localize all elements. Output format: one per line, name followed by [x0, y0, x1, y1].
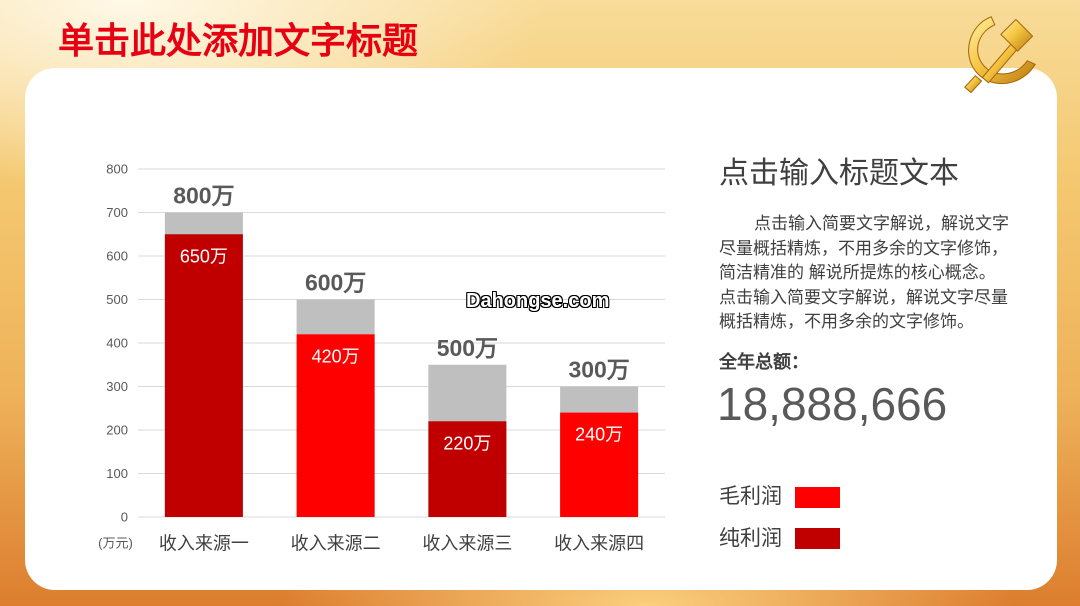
category-label: 收入来源四 [554, 534, 644, 554]
y-tick-label: 0 [121, 510, 128, 525]
y-tick-label: 700 [106, 205, 128, 220]
bar-series-1 [164, 234, 243, 517]
y-tick-label: 100 [106, 466, 128, 481]
y-unit-label: (万元) [98, 536, 133, 551]
paragraph-line: 点击输入简要文字解说，解说文字尽量 [719, 287, 1008, 307]
bar-chart: (万元) 0 100 200 300 400 500 600 700 800 800万 600万 50… [98, 162, 665, 554]
bar-value-label: 220万 [443, 433, 491, 453]
x-axis-labels: 收入来源一 收入来源二 收入来源三 收入来源四 [159, 534, 644, 554]
legend-swatch-gross-profit [795, 487, 840, 508]
bar-series-1 [428, 421, 507, 517]
paragraph-line: 简洁精准的 解说所提炼的核心概念。 [719, 263, 996, 282]
paragraph-line: 概括精炼，不用多余的文字修饰。 [719, 312, 974, 331]
legend-label-net-profit: 纯利润 [719, 527, 782, 550]
bars [164, 212, 639, 517]
annual-total-label: 全年总额： [719, 352, 809, 372]
bar-value-label: 240万 [575, 425, 623, 445]
hammer-and-sickle-icon [954, 8, 1046, 96]
category-label: 收入来源三 [422, 534, 512, 554]
emblem-graphic [964, 16, 1036, 94]
annual-total-value: 18,888,666 [717, 378, 948, 430]
bar-value-label: 650万 [180, 246, 228, 266]
panel-paragraph: 点击输入简要文字解说，解说文字 尽量概括精炼，不用多余的文字修饰， 简洁精准的 … [719, 212, 1019, 335]
paragraph-line: 尽量概括精炼，不用多余的文字修饰， [719, 238, 1008, 258]
bar-total-label: 500万 [437, 335, 498, 361]
bar-value-label: 420万 [312, 346, 360, 366]
y-tick-label: 300 [106, 379, 128, 394]
y-tick-label: 400 [106, 336, 128, 351]
bar-total-label: 600万 [305, 270, 366, 296]
y-tick-label: 200 [106, 423, 128, 438]
bar-total-label: 300万 [568, 357, 629, 383]
y-tick-label: 600 [106, 249, 128, 264]
bar-total-label: 800万 [173, 183, 234, 209]
y-tick-label: 500 [106, 292, 128, 307]
data-labels: 800万 600万 500万 300万 420万 240万 650万 220万 [173, 183, 630, 454]
category-label: 收入来源二 [291, 534, 381, 554]
y-tick-label: 800 [106, 162, 128, 177]
legend-swatch-net-profit [795, 528, 840, 549]
slide-title: 单击此处添加文字标题 [58, 20, 419, 61]
category-label: 收入来源一 [159, 534, 249, 554]
y-axis-ticks: 0 100 200 300 400 500 600 700 800 [106, 162, 128, 525]
bar-series-0 [560, 412, 639, 517]
legend-label-gross-profit: 毛利润 [719, 485, 782, 508]
bar-series-0 [296, 334, 375, 517]
panel-heading: 点击输入标题文本 [719, 157, 959, 190]
paragraph-line: 点击输入简要文字解说，解说文字 [754, 214, 1009, 233]
watermark: Dahongse.com [466, 290, 610, 312]
